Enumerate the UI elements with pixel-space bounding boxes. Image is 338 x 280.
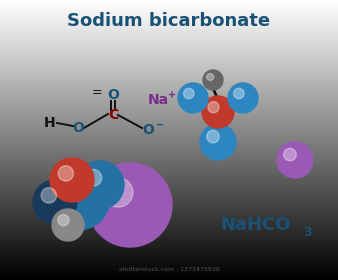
Text: H: H bbox=[44, 116, 56, 130]
Circle shape bbox=[58, 214, 69, 226]
Circle shape bbox=[58, 177, 80, 200]
Text: 3: 3 bbox=[303, 225, 312, 239]
Circle shape bbox=[52, 209, 84, 241]
Text: =: = bbox=[92, 87, 102, 99]
Text: O: O bbox=[107, 88, 119, 102]
Circle shape bbox=[203, 70, 223, 90]
Text: +: + bbox=[168, 90, 176, 100]
Text: O: O bbox=[72, 121, 84, 135]
Circle shape bbox=[76, 161, 124, 209]
Circle shape bbox=[41, 188, 56, 203]
Circle shape bbox=[46, 166, 110, 230]
Circle shape bbox=[228, 83, 258, 113]
Circle shape bbox=[88, 163, 172, 247]
Text: Sodium bicarbonate: Sodium bicarbonate bbox=[68, 12, 270, 30]
Circle shape bbox=[178, 83, 208, 113]
Circle shape bbox=[85, 169, 102, 186]
Circle shape bbox=[277, 142, 313, 178]
Circle shape bbox=[33, 180, 77, 224]
Text: shutterstock.com · 1373475938: shutterstock.com · 1373475938 bbox=[119, 267, 219, 272]
Circle shape bbox=[58, 166, 74, 181]
Circle shape bbox=[284, 148, 296, 161]
Circle shape bbox=[200, 124, 236, 160]
Circle shape bbox=[208, 102, 219, 113]
Text: −: − bbox=[156, 120, 164, 130]
Text: NaHCO: NaHCO bbox=[220, 216, 290, 234]
Circle shape bbox=[234, 88, 244, 99]
Circle shape bbox=[50, 158, 94, 202]
Circle shape bbox=[103, 178, 133, 207]
Text: O: O bbox=[142, 123, 154, 137]
Text: Na: Na bbox=[147, 93, 169, 107]
Circle shape bbox=[207, 74, 214, 81]
Text: C: C bbox=[108, 108, 118, 122]
Circle shape bbox=[207, 130, 219, 143]
Circle shape bbox=[202, 96, 234, 128]
Circle shape bbox=[184, 88, 194, 99]
